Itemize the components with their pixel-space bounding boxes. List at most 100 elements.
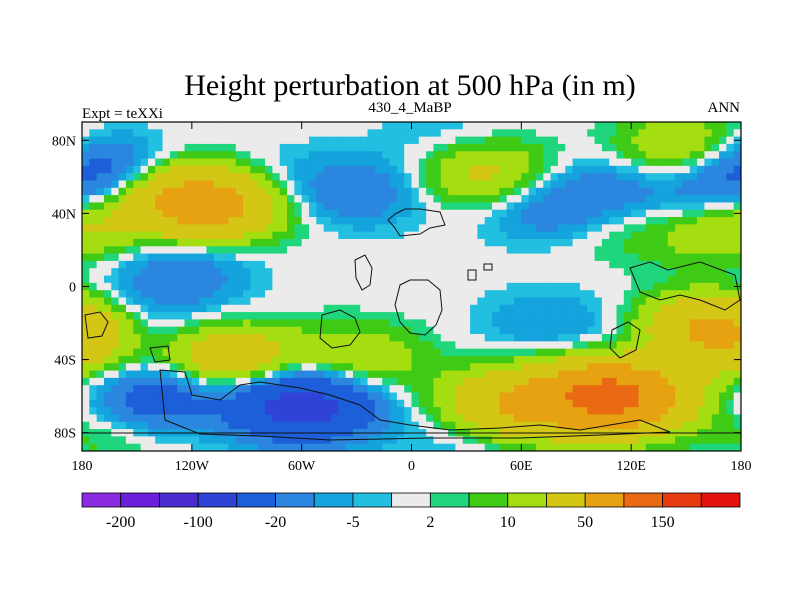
- contour-cell: [528, 217, 537, 225]
- contour-cell: [133, 260, 142, 269]
- contour-cell: [726, 129, 735, 138]
- contour-cell: [404, 268, 413, 277]
- contour-cell: [169, 326, 178, 335]
- x-tick-label: 180: [731, 459, 752, 474]
- contour-cell: [733, 151, 741, 160]
- contour-cell: [162, 165, 171, 174]
- contour-cell: [499, 385, 508, 394]
- contour-cell: [572, 334, 581, 342]
- contour-cell: [389, 122, 398, 130]
- contour-cell: [660, 348, 669, 357]
- contour-cell: [133, 355, 142, 364]
- contour-cell: [631, 355, 640, 364]
- contour-cell: [418, 173, 427, 182]
- contour-cell: [162, 436, 171, 445]
- contour-cell: [177, 246, 186, 255]
- contour-cell: [374, 173, 383, 182]
- contour-cell: [140, 268, 149, 277]
- contour-cell: [638, 173, 647, 182]
- contour-cell: [601, 209, 610, 218]
- contour-cell: [477, 180, 486, 189]
- contour-cell: [411, 231, 420, 240]
- contour-cell: [675, 290, 684, 299]
- contour-cell: [118, 195, 127, 204]
- contour-cell: [543, 217, 552, 225]
- contour-cell: [213, 414, 222, 423]
- contour-cell: [367, 407, 376, 416]
- colorbar-swatch: [275, 492, 315, 508]
- contour-cell: [623, 421, 632, 430]
- contour-cell: [345, 348, 354, 357]
- contour-cell: [689, 363, 698, 372]
- contour-cell: [426, 275, 435, 284]
- contour-cell: [396, 407, 405, 416]
- contour-cell: [609, 407, 618, 416]
- contour-cell: [118, 143, 127, 152]
- contour-cell: [726, 341, 735, 350]
- contour-cell: [477, 348, 486, 357]
- contour-cell: [345, 165, 354, 174]
- contour-cell: [440, 304, 449, 313]
- contour-cell: [689, 341, 698, 350]
- contour-cell: [448, 173, 457, 182]
- contour-cell: [191, 173, 200, 182]
- contour-cell: [213, 202, 222, 211]
- contour-cell: [374, 436, 383, 445]
- contour-cell: [389, 129, 398, 138]
- contour-cell: [82, 290, 90, 299]
- contour-cell: [125, 312, 134, 320]
- contour-cell: [667, 246, 676, 255]
- contour-cell: [235, 246, 244, 255]
- contour-cell: [543, 158, 552, 167]
- contour-cell: [396, 370, 405, 379]
- contour-cell: [682, 399, 691, 408]
- contour-cell: [697, 334, 705, 342]
- contour-cell: [521, 129, 530, 138]
- contour-cell: [616, 136, 625, 145]
- contour-cell: [301, 209, 310, 218]
- contour-cell: [323, 224, 332, 233]
- contour-cell: [360, 209, 369, 218]
- contour-cell: [396, 414, 405, 423]
- contour-cell: [733, 407, 741, 416]
- contour-cell: [345, 414, 354, 423]
- contour-cell: [133, 297, 142, 306]
- coastline-indonesia: [629, 261, 741, 311]
- contour-cell: [433, 297, 442, 306]
- contour-cell: [638, 187, 647, 196]
- contour-cell: [448, 414, 457, 423]
- contour-cell: [103, 202, 112, 211]
- contour-cell: [711, 399, 720, 408]
- contour-cell: [667, 238, 676, 247]
- contour-cell: [499, 217, 508, 225]
- contour-cell: [111, 282, 120, 291]
- contour-cell: [609, 414, 618, 423]
- contour-cell: [118, 202, 127, 211]
- contour-cell: [418, 165, 427, 174]
- contour-cell: [535, 224, 544, 233]
- contour-cell: [470, 341, 478, 350]
- contour-cell: [206, 304, 215, 313]
- contour-cell: [609, 385, 618, 394]
- contour-cell: [426, 253, 435, 262]
- contour-cell: [689, 290, 698, 299]
- contour-cell: [199, 392, 208, 401]
- contour-cell: [609, 180, 618, 189]
- contour-cell: [667, 348, 676, 357]
- contour-cell: [411, 253, 420, 262]
- contour-cell: [82, 202, 90, 211]
- contour-cell: [147, 319, 156, 328]
- contour-cell: [645, 209, 654, 218]
- contour-cell: [594, 304, 603, 313]
- contour-cell: [579, 238, 588, 247]
- contour-cell: [609, 348, 618, 357]
- contour-cell: [704, 297, 713, 306]
- contour-cell: [726, 370, 735, 379]
- contour-cell: [433, 443, 442, 451]
- contour-cell: [675, 173, 684, 182]
- contour-cell: [367, 122, 376, 130]
- contour-cell: [719, 195, 727, 204]
- contour-cell: [623, 158, 632, 167]
- contour-cell: [550, 392, 559, 401]
- contour-cell: [579, 253, 588, 262]
